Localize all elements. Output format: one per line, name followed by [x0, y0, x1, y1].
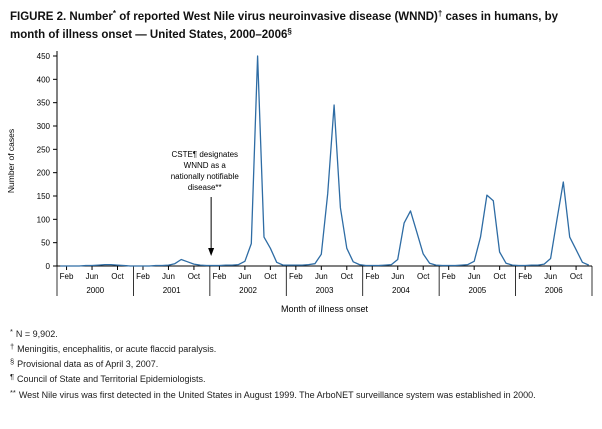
y-tick-label: 0	[46, 262, 51, 271]
title-segment-superscript: †	[437, 9, 443, 18]
month-tick-label: Oct	[493, 272, 506, 281]
footnote-marker: *	[10, 327, 13, 337]
month-tick-label: Oct	[341, 272, 354, 281]
title-segment: cases in humans, by month of illness ons…	[10, 11, 559, 41]
year-label: 2000	[86, 286, 104, 295]
y-tick-label: 400	[37, 76, 51, 85]
annotation-text-line: disease**	[188, 183, 222, 192]
figure-footnotes: * N = 9,902. † Meningitis, encephalitis, o…	[0, 321, 602, 401]
year-label: 2006	[545, 286, 563, 295]
month-tick-label: Jun	[238, 272, 251, 281]
annotation-text-line: CSTE¶ designates	[171, 150, 238, 159]
year-label: 2003	[316, 286, 334, 295]
title-segment-superscript: §	[287, 26, 292, 36]
year-label: 2004	[392, 286, 410, 295]
annotation-text-line: nationally notifiable	[171, 172, 240, 181]
y-tick-label: 150	[37, 192, 51, 201]
y-tick-label: 250	[37, 146, 51, 155]
footnote: † Meningitis, encephalitis, or acute flac…	[10, 342, 588, 356]
y-tick-label: 100	[37, 216, 51, 225]
footnote-text: Provisional data as of April 3, 2007.	[17, 359, 159, 370]
footnote-text: N = 9,902.	[15, 329, 58, 340]
title-segment: of reported West Nile virus neuroinvasiv…	[116, 11, 438, 23]
month-tick-label: Feb	[518, 272, 532, 281]
footnote: § Provisional data as of April 3, 2007.	[10, 357, 588, 371]
footnote-marker: ¶	[10, 372, 15, 382]
title-segment: FIGURE 2. Number	[10, 11, 113, 23]
footnote: ¶ Council of State and Territorial Epidem…	[10, 372, 588, 386]
x-axis-title: Month of illness onset	[281, 304, 369, 314]
y-tick-label: 450	[37, 52, 51, 61]
month-tick-label: Oct	[264, 272, 277, 281]
figure-title: FIGURE 2. Number* of reported West Nile …	[0, 0, 602, 45]
month-tick-label: Oct	[111, 272, 124, 281]
footnote-text: West Nile virus was first detected in th…	[18, 389, 536, 400]
month-tick-label: Oct	[570, 272, 583, 281]
month-tick-label: Oct	[188, 272, 201, 281]
month-tick-label: Jun	[544, 272, 557, 281]
title-segment-superscript: *	[112, 9, 117, 18]
y-tick-label: 300	[37, 122, 51, 131]
month-tick-label: Feb	[136, 272, 150, 281]
y-tick-label: 50	[41, 239, 50, 248]
month-tick-label: Jun	[86, 272, 99, 281]
y-tick-label: 350	[37, 99, 51, 108]
month-tick-label: Jun	[391, 272, 404, 281]
month-tick-label: Feb	[289, 272, 303, 281]
wnnd-line-chart: 0 50 100 150 200 250 300 350 400 450 Feb Jun Oct 2000…	[6, 51, 593, 314]
month-tick-label: Jun	[315, 272, 328, 281]
year-label: 2002	[239, 286, 257, 295]
month-tick-label: Jun	[162, 272, 175, 281]
year-label: 2005	[468, 286, 486, 295]
footnote-text: Meningitis, encephalitis, or acute flacc…	[17, 344, 217, 355]
month-tick-label: Feb	[365, 272, 379, 281]
footnote: * N = 9,902.	[10, 327, 588, 341]
year-label: 2001	[163, 286, 181, 295]
month-tick-label: Feb	[213, 272, 227, 281]
month-tick-label: Jun	[468, 272, 481, 281]
month-tick-label: Feb	[60, 272, 74, 281]
footnote-marker: §	[10, 357, 15, 367]
y-tick-label: 200	[37, 169, 51, 178]
annotation-text-line: WNND as a	[184, 161, 227, 170]
wnnd-cases-line	[60, 55, 590, 267]
annotation-arrowhead	[208, 248, 215, 257]
footnote-marker: **	[10, 387, 16, 397]
footnote: ** West Nile virus was first detected in …	[10, 388, 588, 402]
month-tick-label: Oct	[417, 272, 430, 281]
month-tick-label: Feb	[442, 272, 456, 281]
y-axis-title: Number of cases	[6, 129, 16, 193]
footnote-marker: †	[10, 342, 15, 352]
footnote-text: Council of State and Territorial Epidemi…	[17, 374, 206, 385]
